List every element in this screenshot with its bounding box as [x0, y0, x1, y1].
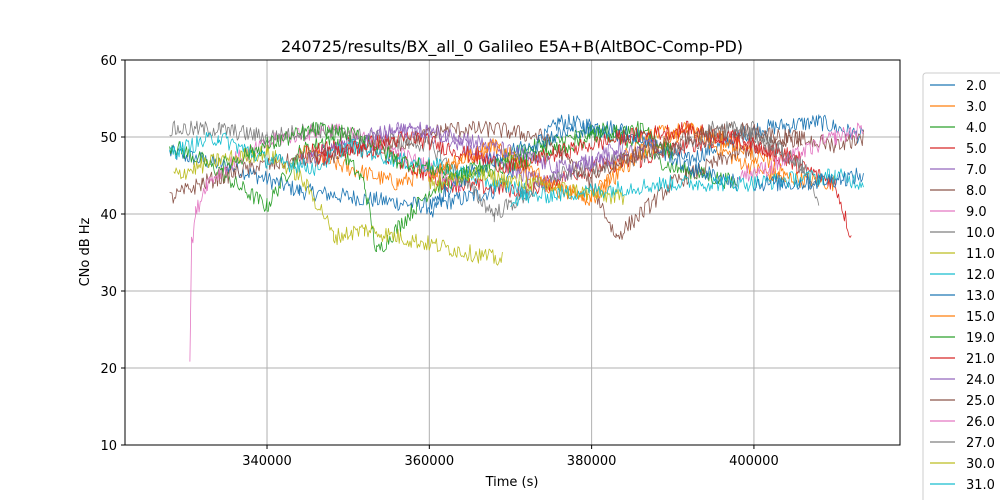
x-axis-label: Time (s): [485, 475, 539, 490]
legend-entry-label: 19.0: [966, 331, 995, 346]
y-tick-label: 50: [100, 131, 117, 146]
axis-ticks: 340000 360000 380000 400000 10 20 30 40 50 60: [100, 54, 778, 469]
legend-entry-label: 12.0: [966, 268, 995, 283]
legend-entry-label: 11.0: [966, 247, 995, 262]
x-tick-label: 380000: [567, 454, 617, 469]
legend-entry-label: 26.0: [966, 415, 995, 430]
legend-entry-label: 27.0: [966, 436, 995, 451]
series-line-12-0: [169, 132, 528, 200]
series-line-21-0: [315, 120, 803, 174]
series-line-31-0: [510, 168, 864, 207]
legend-entry-label: 10.0: [966, 226, 995, 241]
series-line-11-0: [173, 144, 503, 266]
legend-entry-label: 2.0: [966, 79, 987, 94]
y-tick-label: 20: [100, 362, 117, 377]
plot-area-frame: [124, 59, 901, 446]
y-tick-label: 30: [100, 285, 117, 300]
legend-entry-label: 13.0: [966, 289, 995, 304]
y-tick-label: 60: [100, 54, 117, 69]
legend-entry-label: 4.0: [966, 121, 987, 136]
legend-entry-label: 5.0: [966, 142, 987, 157]
legend: 2.0 3.0 4.0 5.0 7.0 8.0 9.0 10.0 11.0 12.0 13.0 15.…: [922, 72, 1000, 500]
legend-entry-label: 8.0: [966, 184, 987, 199]
series-line-19-0: [218, 120, 674, 184]
y-axis-label: CNo dB Hz: [78, 217, 93, 286]
legend-entry-label: 7.0: [966, 163, 987, 178]
series-line-13-0: [428, 122, 739, 218]
grid-lines: [125, 59, 900, 446]
series-line-33-0: [753, 167, 864, 192]
legend-entry-label: 30.0: [966, 457, 995, 472]
series-line-27-0: [704, 120, 820, 186]
legend-entry-label: 31.0: [966, 478, 995, 493]
series-line-10-0: [169, 120, 820, 223]
y-tick-label: 10: [100, 439, 117, 454]
x-tick-label: 340000: [242, 454, 292, 469]
legend-entry-label: 21.0: [966, 352, 995, 367]
legend-entry-label: 15.0: [966, 310, 995, 325]
legend-entry-label: 3.0: [966, 100, 987, 115]
series-line-30-0: [428, 167, 625, 206]
legend-entry-label: 9.0: [966, 205, 987, 220]
y-tick-label: 40: [100, 208, 117, 223]
chart-title: 240725/results/BX_all_0 Galileo E5A+B(Al…: [281, 37, 743, 57]
x-tick-label: 400000: [729, 454, 779, 469]
series-layer: [169, 114, 864, 362]
legend-entry-label: 24.0: [966, 373, 995, 388]
legend-entry-label: 25.0: [966, 394, 995, 409]
legend-frame: [922, 72, 1000, 500]
series-line-26-0: [737, 122, 864, 182]
series-line-24-0: [364, 121, 657, 174]
x-tick-label: 360000: [404, 454, 454, 469]
